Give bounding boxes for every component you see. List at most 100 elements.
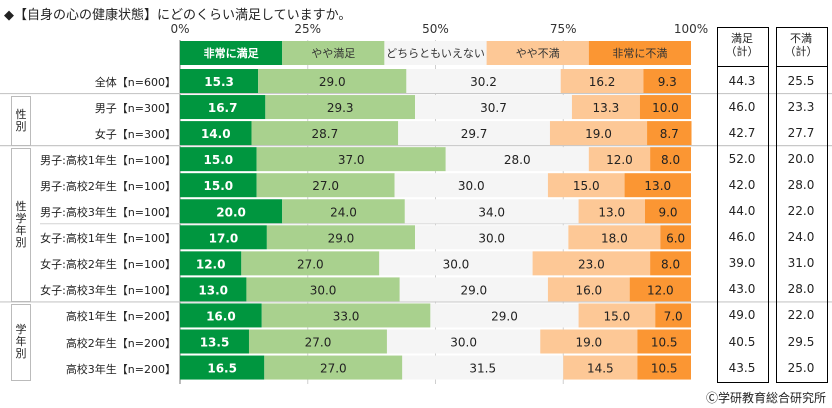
satisfied-total-header-box [717,27,769,67]
row-label: 男子:高校1年生【n=100】 [40,154,176,168]
bar-segment [248,329,387,354]
chart-title: ◆【自身の心の健康状態】にどのくらい満足していますか。 [4,8,352,23]
row-label: 女子【n=300】 [94,128,176,142]
dissatisfied-total-value: 28.0 [787,282,815,297]
data-label: 19.0 [575,336,602,350]
data-label: 27.0 [320,362,347,376]
dissatisfied-total-value: 24.0 [787,230,815,245]
legend-label: 非常に不満 [612,47,667,60]
bar-segment [540,329,638,354]
data-label: 17.0 [209,231,239,245]
satisfied-total-value: 43.5 [728,360,756,375]
data-label: 30.2 [470,75,497,89]
bar-segment [650,147,691,172]
bar-segment [180,303,262,328]
data-label: 27.0 [312,179,339,193]
bar-segment [560,69,644,93]
data-label: 12.0 [196,257,226,271]
data-label: 30.0 [450,336,477,350]
bar-segment [266,225,416,250]
legend-label: やや不満 [516,47,560,60]
row-label: 全体【n=600】 [94,76,176,89]
data-label: 8.0 [661,257,680,271]
bar-segment [404,199,579,224]
dissatisfied-total-value: 28.0 [787,178,815,193]
data-label: 15.0 [204,153,234,167]
dissatisfied-total-value: 29.5 [787,334,815,349]
bar-segment [180,329,249,354]
data-label: 29.0 [328,231,355,245]
data-label: 15.0 [573,179,600,193]
data-label: 16.2 [589,75,616,89]
data-label: 14.5 [587,362,614,376]
bar-segment [549,121,648,146]
bar-segment [637,355,691,380]
data-label: 31.5 [469,362,496,376]
bar-segment [180,147,257,172]
data-label: 30.0 [443,257,470,271]
data-label: 29.0 [460,283,487,297]
row-label: 男子:高校2年生【n=100】 [40,180,176,194]
dissatisfied-total-value: 31.0 [787,256,815,271]
data-label: 28.7 [312,127,339,141]
bar-segment [430,303,579,328]
legend-label: どちらともいえない [386,47,485,60]
bar-segment [655,303,691,328]
bar-segment [265,95,416,120]
satisfied-total-value: 42.0 [728,178,756,193]
bar-segment [256,173,395,198]
data-label: 16.0 [206,309,236,323]
dissatisfied-total-value: 22.0 [787,204,815,219]
data-label: 13.0 [598,205,625,219]
x-tick-label: 25% [294,22,322,36]
bar-segment [258,69,407,93]
bar-segment [180,199,283,224]
data-label: 20.0 [216,205,246,219]
legend-swatch [486,41,589,65]
x-tick-label: 100% [673,22,709,36]
data-label: 10.0 [652,101,679,115]
bar-segment [180,121,252,146]
data-label: 33.0 [333,309,360,323]
group-label: 学年別 [11,304,31,381]
data-label: 34.0 [478,205,505,219]
data-label: 7.0 [664,309,683,323]
bar-segment [398,121,550,146]
data-label: 13.3 [593,101,620,115]
bar-segment [568,225,661,250]
bar-segment [650,251,691,276]
data-label: 8.0 [661,153,680,167]
data-label: 8.7 [660,127,679,141]
satisfied-total-header: 満足 （計） [725,32,759,58]
data-label: 10.5 [651,362,678,376]
bar-segment [660,225,691,250]
dissatisfied-total-value: 25.0 [787,360,815,375]
row-label: 男子:高校3年生【n=100】 [40,206,176,220]
data-label: 28.0 [504,153,531,167]
data-label: 19.0 [585,127,612,141]
dissatisfied-total-header-box [776,27,828,67]
legend-swatch [282,41,385,65]
data-label: 23.0 [578,257,605,271]
bar-segment [180,277,247,302]
bar-segment [637,329,691,354]
bar-segment [645,199,691,224]
data-label: 30.7 [480,101,507,115]
data-label: 15.0 [204,179,234,193]
bar-segment [180,95,266,120]
satisfied-total-value: 46.0 [728,100,756,115]
row-label: 男子【n=300】 [94,102,176,116]
data-label: 16.5 [207,362,237,376]
bar-segment [563,355,638,380]
bar-segment [282,199,405,224]
bar-segment [394,173,548,198]
dissatisfied-total-value: 22.0 [787,308,815,323]
row-label: 女子:高校3年生【n=100】 [40,284,176,298]
data-label: 16.7 [208,101,238,115]
bar-segment [386,329,541,354]
dissatisfied-total-value: 23.3 [787,100,815,115]
row-label: 高校2年生【n=200】 [65,336,176,350]
bar-segment [445,147,589,172]
satisfied-total-value: 42.7 [728,126,756,141]
